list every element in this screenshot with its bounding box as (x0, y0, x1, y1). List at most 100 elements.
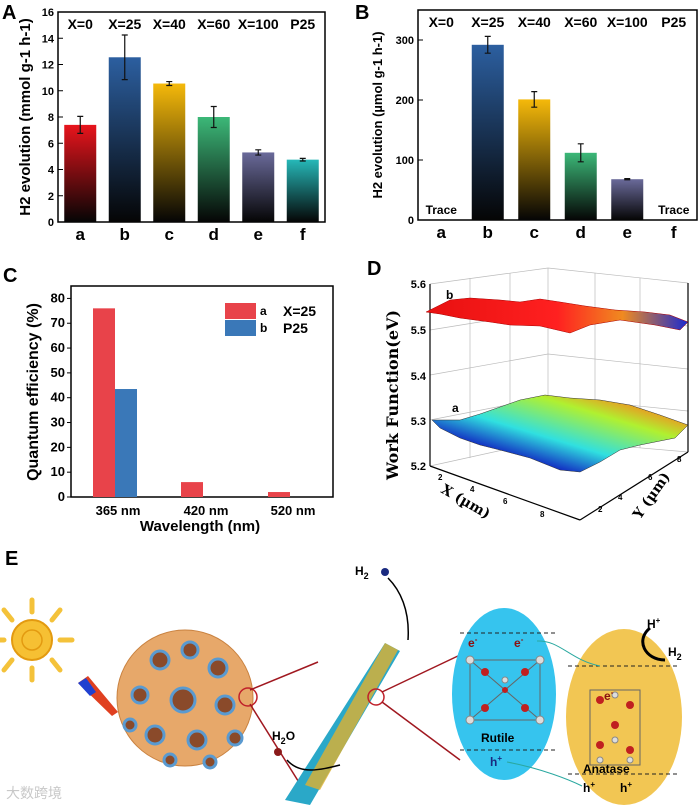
legend-label: X=25 (283, 303, 316, 319)
x-category-label: b (120, 225, 130, 244)
y-tick-label: 300 (396, 35, 414, 47)
panel-letter-d: D (367, 258, 381, 280)
y-tick-label: 30 (51, 415, 65, 430)
trace-label: Trace (658, 203, 690, 217)
panel-letter-a: A (2, 2, 16, 24)
chart-a: H2 evolution (mmol g-1 h-1) 0 2 4 6 8 10 12 14 1… (17, 7, 326, 244)
error-bar (210, 105, 217, 129)
group-label: X=0 (68, 16, 94, 32)
x-axis-label: X (µm) (438, 482, 493, 523)
group-label: X=40 (518, 14, 551, 30)
bar-c (518, 99, 551, 220)
y-tick-label: 80 (51, 290, 65, 305)
plot-frame (417, 9, 698, 221)
bar-b (471, 44, 504, 220)
h2o-molecule-icon (274, 748, 282, 756)
y-tick: 6 (648, 473, 653, 482)
y-tick-label: 50 (51, 365, 65, 380)
y-tick-label: 20 (51, 439, 65, 454)
y-tick-label: 2 (48, 191, 54, 203)
error-bar (531, 91, 538, 108)
x-category-label: a (437, 223, 447, 242)
bar-e (242, 152, 275, 222)
schematic-e: H2 H2O Rutile Anatase e- e- e- h+ h+ h+ (0, 564, 682, 805)
bar-b (108, 57, 141, 222)
z-tick: 5.4 (411, 371, 427, 383)
surface-label-b: b (446, 288, 453, 302)
y-tick-label: 10 (51, 464, 65, 479)
reaction-arrow-icon (641, 626, 666, 662)
bar-a (181, 482, 203, 497)
group-label: X=100 (607, 14, 648, 30)
group-label: P25 (290, 16, 315, 32)
electron-label: e- (604, 688, 614, 703)
trace-label: Trace (426, 203, 458, 217)
legend-swatch (225, 303, 256, 319)
h2-label: H2 (355, 564, 369, 581)
chart-b: H2 evolution (µmol g-1 h-1) 0 100 200 300 Tr… (370, 9, 698, 242)
y-tick-label: 70 (51, 315, 65, 330)
hole-label: h+ (583, 780, 595, 795)
error-bar (577, 143, 584, 163)
bar-e (611, 179, 644, 220)
x-category-label: d (209, 225, 219, 244)
y-tick-label: 10 (42, 86, 54, 98)
group-label: X=100 (238, 16, 279, 32)
x-category-label: f (671, 223, 677, 242)
error-bar (121, 34, 128, 81)
watermark: 大数跨境 (6, 786, 62, 802)
x-tick: 2 (438, 473, 443, 482)
y-axis-label: H2 evolution (µmol g-1 h-1) (370, 31, 385, 198)
surface-label-a: a (452, 401, 459, 415)
x-category-label: f (300, 225, 306, 244)
z-tick: 5.3 (411, 416, 426, 428)
electron-label: e- (514, 635, 524, 650)
x-category-label: e (623, 223, 632, 242)
y-tick-label: 60 (51, 340, 65, 355)
legend-swatch (225, 320, 256, 336)
z-axis-label: Work Function(eV) (383, 310, 402, 481)
y-axis-label: H2 evolution (mmol g-1 h-1) (17, 18, 34, 216)
anatase-label: Anatase (583, 762, 630, 776)
panel-letter-c: C (3, 265, 17, 287)
panel-letter-b: B (355, 2, 369, 24)
bar-a (93, 308, 115, 497)
rutile-ellipse (452, 608, 556, 780)
bar-b (115, 389, 137, 497)
surface-b (425, 297, 689, 334)
x-category-label: b (483, 223, 493, 242)
zoom-circle-2 (367, 688, 385, 706)
legend-key: b (260, 321, 267, 335)
error-bar (77, 115, 84, 135)
y-axis-label: Quantum efficiency (%) (25, 303, 42, 481)
y-tick-label: 8 (48, 112, 54, 124)
y-tick-label: 12 (42, 60, 54, 72)
bar-d (197, 117, 230, 222)
x-tick: 4 (470, 485, 475, 494)
group-label: P25 (661, 14, 686, 30)
x-tick: 6 (503, 497, 508, 506)
bar-f (286, 159, 319, 222)
y-tick-label: 100 (396, 155, 414, 167)
error-bar (166, 80, 173, 87)
chart-d-surface: b a 5.2 5.3 5.4 5.5 5.6 2 4 6 8 2 4 6 8 … (383, 267, 689, 523)
bar-a (64, 124, 97, 222)
h2o-label: H2O (272, 729, 295, 746)
y-tick-label: 0 (48, 217, 54, 229)
group-label: X=25 (471, 14, 504, 30)
rutile-label: Rutile (481, 731, 515, 745)
x-category-label: 520 nm (271, 503, 316, 518)
error-bar (299, 157, 306, 162)
z-tick: 5.2 (411, 461, 426, 473)
x-category-label: e (254, 225, 263, 244)
group-label: X=25 (108, 16, 141, 32)
y-tick-label: 40 (51, 390, 65, 405)
h2-product-label: H2 (668, 645, 682, 662)
error-bar (255, 149, 262, 156)
z-tick: 5.6 (411, 279, 426, 291)
x-category-label: c (530, 223, 539, 242)
electron-label: e- (468, 635, 478, 650)
anatase-ellipse (566, 629, 682, 805)
y-tick-label: 200 (396, 95, 414, 107)
x-category-label: d (576, 223, 586, 242)
